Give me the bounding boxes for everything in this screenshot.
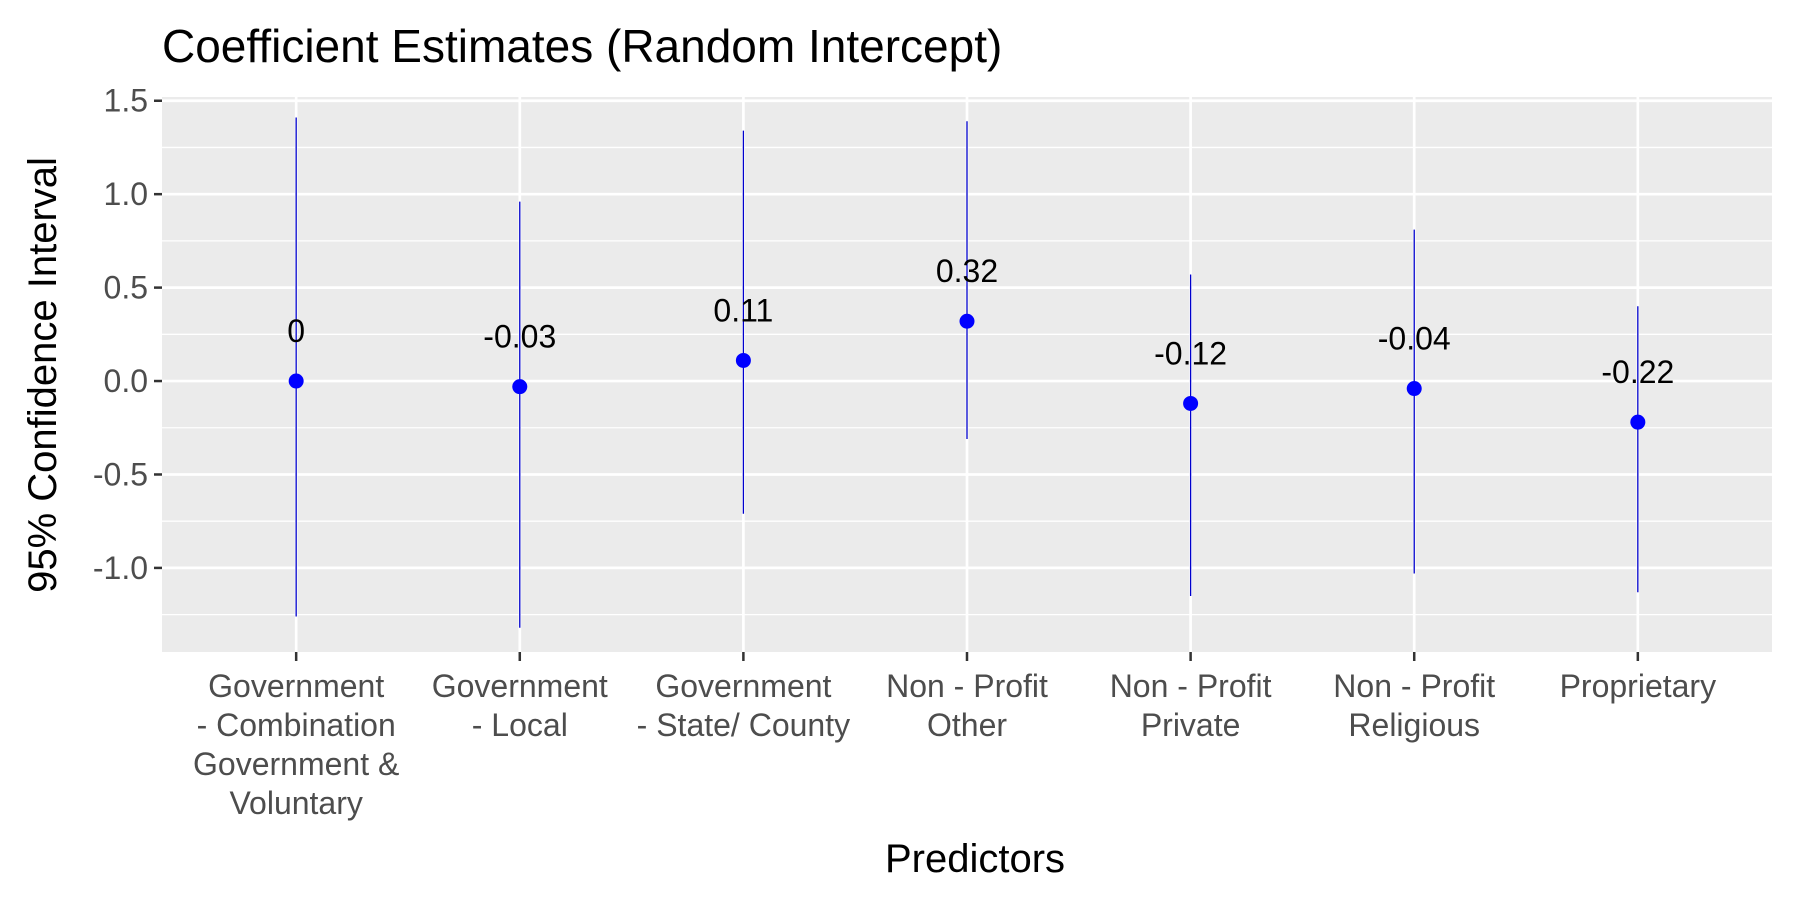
estimate-label: -0.22 (1601, 354, 1674, 390)
estimate-point (1406, 381, 1422, 397)
x-tick-label-line: Non - Profit (886, 668, 1048, 704)
estimate-label: -0.12 (1154, 335, 1227, 371)
x-tick-label-line: Government (432, 668, 608, 704)
x-tick-label: Non - Profit Other (886, 668, 1048, 743)
estimate-point (512, 379, 528, 395)
estimate-label: 0.32 (936, 253, 998, 289)
x-tick-label-line: Proprietary (1560, 668, 1717, 704)
y-axis: 1.5 1.0 0.5 0.0 -0.5 -1.0 (93, 83, 162, 586)
y-tick-label: 0.0 (104, 363, 148, 399)
y-tick-label: 0.5 (104, 270, 148, 306)
x-tick-label-line: Government (655, 668, 831, 704)
estimate-point (735, 352, 751, 368)
y-tick-label: 1.5 (104, 83, 148, 119)
x-tick-label-line: Private (1141, 707, 1241, 743)
x-tick-label: Non - Profit Private (1110, 668, 1272, 743)
estimate-label: -0.04 (1378, 321, 1451, 357)
estimate-labels: 0 -0.03 0.11 0.32 -0.12 -0.04 -0.22 (287, 253, 1674, 390)
estimate-point (1630, 414, 1646, 430)
x-axis: Government - Combination Government & Volun… (193, 652, 1716, 821)
x-tick-label-line: Other (927, 707, 1007, 743)
x-tick-label-line: Government & (193, 746, 399, 782)
chart-title: Coefficient Estimates (Random Intercept) (162, 20, 1002, 72)
estimate-label: 0.11 (713, 292, 773, 328)
x-tick-label-line: - Combination (197, 707, 396, 743)
x-tick-label-line: Voluntary (229, 785, 362, 821)
estimate-point (1183, 395, 1199, 411)
x-tick-label: Proprietary (1560, 668, 1717, 704)
y-tick-label: -0.5 (93, 456, 148, 492)
x-tick-label-line: Non - Profit (1333, 668, 1495, 704)
estimate-point (288, 373, 304, 389)
error-bars (295, 117, 1639, 628)
x-tick-label-line: - State/ County (637, 707, 850, 743)
x-tick-label-line: Government (208, 668, 384, 704)
y-tick-label: 1.0 (104, 176, 148, 212)
x-tick-label: Government - Local (432, 668, 608, 743)
y-axis-title: 95% Confidence Interval (21, 157, 65, 593)
x-tick-label-line: Religious (1348, 707, 1480, 743)
estimate-points (288, 313, 1646, 430)
x-axis-title: Predictors (885, 837, 1065, 881)
y-tick-label: -1.0 (93, 550, 148, 586)
estimate-label: -0.03 (483, 319, 556, 355)
x-tick-label: Government - State/ County (637, 668, 850, 743)
estimate-point (959, 313, 975, 329)
x-tick-label-line: Non - Profit (1110, 668, 1272, 704)
estimate-label: 0 (287, 313, 305, 349)
x-tick-label: Non - Profit Religious (1333, 668, 1495, 743)
x-tick-label: Government - Combination Government & Volun… (193, 668, 399, 821)
x-tick-label-line: - Local (472, 707, 568, 743)
